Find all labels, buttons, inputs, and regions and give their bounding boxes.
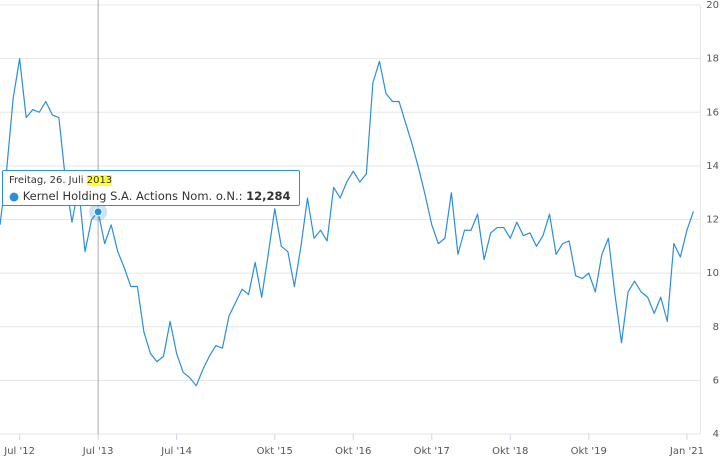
x-tick-label: Okt '17 — [414, 446, 450, 457]
x-tick-label: Okt '16 — [335, 446, 371, 457]
tooltip-label: Kernel Holding S.A. Actions Nom. o.N.: — [22, 189, 247, 203]
x-tick-label: Jul '13 — [82, 446, 114, 457]
x-tick-label: Okt '15 — [257, 446, 293, 457]
series-line — [0, 58, 695, 387]
x-tick-label: Jan '21 — [669, 446, 704, 457]
tooltip-header: Freitag, 26. Juli 2013 — [9, 174, 293, 188]
x-tick-label: Jul '14 — [160, 446, 192, 457]
y-tick-label: 14 — [706, 161, 719, 172]
tooltip-value: 12,284 — [246, 189, 291, 203]
y-tick-label: 12 — [706, 215, 719, 226]
tooltip: Freitag, 26. Juli 2013 ● Kernel Holding … — [2, 170, 300, 206]
x-tick-label: Okt '19 — [571, 446, 607, 457]
y-tick-label: 16 — [706, 107, 719, 118]
tooltip-date: Freitag, 26. Juli — [9, 175, 87, 186]
y-tick-label: 8 — [713, 322, 719, 333]
y-tick-label: 6 — [713, 375, 719, 386]
hover-point — [93, 207, 103, 217]
tooltip-dot: ● — [9, 189, 20, 203]
y-tick-label: 4 — [713, 429, 719, 440]
tooltip-year: 2013 — [86, 175, 113, 186]
y-tick-label: 20 — [706, 0, 719, 11]
y-tick-label: 10 — [706, 268, 719, 279]
x-tick-label: Jul '12 — [3, 446, 35, 457]
tooltip-row: ● Kernel Holding S.A. Actions Nom. o.N.:… — [9, 188, 293, 204]
y-tick-label: 18 — [706, 54, 719, 65]
x-tick-label: Okt '18 — [492, 446, 528, 457]
